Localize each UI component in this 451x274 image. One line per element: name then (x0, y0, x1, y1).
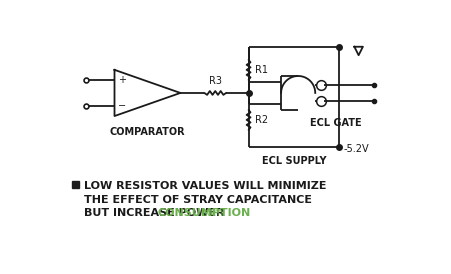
Text: CONSUMPTION: CONSUMPTION (158, 209, 251, 218)
Text: ECL GATE: ECL GATE (310, 118, 361, 128)
Bar (72, 181, 79, 188)
Text: −: − (118, 101, 126, 111)
Text: R2: R2 (255, 115, 268, 125)
Text: R1: R1 (255, 65, 268, 75)
Text: THE EFFECT OF STRAY CAPACITANCE: THE EFFECT OF STRAY CAPACITANCE (83, 195, 312, 205)
Text: BUT INCREASE POWER: BUT INCREASE POWER (83, 209, 228, 218)
Text: com: com (201, 209, 223, 218)
Text: +: + (118, 75, 126, 85)
Text: COMPARATOR: COMPARATOR (110, 127, 185, 137)
Text: R3: R3 (209, 76, 222, 86)
Text: -5.2V: -5.2V (344, 144, 369, 154)
Text: LOW RESISTOR VALUES WILL MINIMIZE: LOW RESISTOR VALUES WILL MINIMIZE (83, 181, 326, 191)
Text: ECL SUPPLY: ECL SUPPLY (262, 156, 326, 166)
